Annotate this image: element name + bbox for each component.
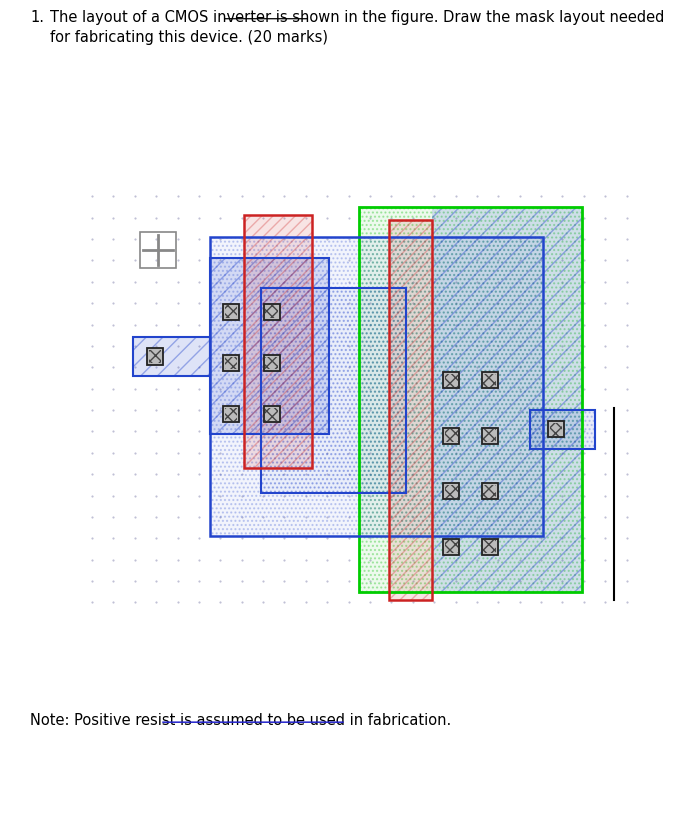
Bar [261, 288, 406, 493]
Bar [210, 258, 330, 433]
Bar [481, 483, 498, 499]
Bar [210, 237, 543, 536]
Bar [359, 207, 582, 592]
Bar [443, 372, 460, 389]
Bar [223, 406, 239, 423]
Bar [133, 337, 210, 376]
Bar [224, 357, 237, 369]
Bar [210, 237, 543, 536]
Bar [550, 423, 563, 436]
Bar [483, 485, 496, 498]
Bar [265, 357, 278, 369]
Bar [443, 483, 460, 499]
Bar [483, 374, 496, 387]
Bar [264, 406, 280, 423]
Bar [261, 288, 406, 493]
Bar [481, 428, 498, 443]
Bar [244, 215, 313, 468]
Bar [483, 429, 496, 442]
Bar [265, 305, 278, 318]
Bar [264, 355, 280, 371]
Bar [359, 207, 582, 592]
Bar [210, 258, 330, 433]
Bar [133, 337, 210, 376]
Bar [359, 207, 582, 592]
Text: The layout of a CMOS inverter is shown in the figure. Draw the mask layout neede: The layout of a CMOS inverter is shown i… [50, 10, 664, 25]
Bar [223, 355, 239, 371]
Bar [147, 349, 163, 364]
Bar [530, 410, 595, 448]
Bar [548, 421, 564, 438]
Text: Note: Positive resist is assumed to be used in fabrication.: Note: Positive resist is assumed to be u… [30, 713, 452, 728]
Bar [224, 408, 237, 421]
Bar [210, 258, 330, 433]
Bar [481, 372, 498, 389]
Text: for fabricating this device. (20 marks): for fabricating this device. (20 marks) [50, 30, 328, 45]
Bar [261, 288, 406, 493]
Bar [530, 410, 595, 448]
Bar [443, 539, 460, 555]
Bar [445, 541, 458, 553]
Bar [389, 220, 432, 601]
Bar [210, 237, 543, 536]
Bar [481, 539, 498, 555]
Bar [148, 350, 161, 363]
Bar [265, 408, 278, 421]
Bar [244, 215, 313, 468]
Bar [443, 428, 460, 443]
Text: 1.: 1. [30, 10, 44, 25]
Bar [223, 304, 239, 319]
Bar [445, 429, 458, 442]
Bar [432, 207, 582, 592]
Bar [445, 485, 458, 498]
Bar [244, 215, 313, 468]
Bar [133, 337, 210, 376]
Bar [432, 207, 582, 592]
Bar [224, 305, 237, 318]
Bar [445, 374, 458, 387]
Bar [389, 220, 432, 601]
Bar [483, 541, 496, 553]
Bar [389, 220, 432, 601]
Bar [140, 232, 176, 268]
Bar [264, 304, 280, 319]
Bar [530, 410, 595, 448]
